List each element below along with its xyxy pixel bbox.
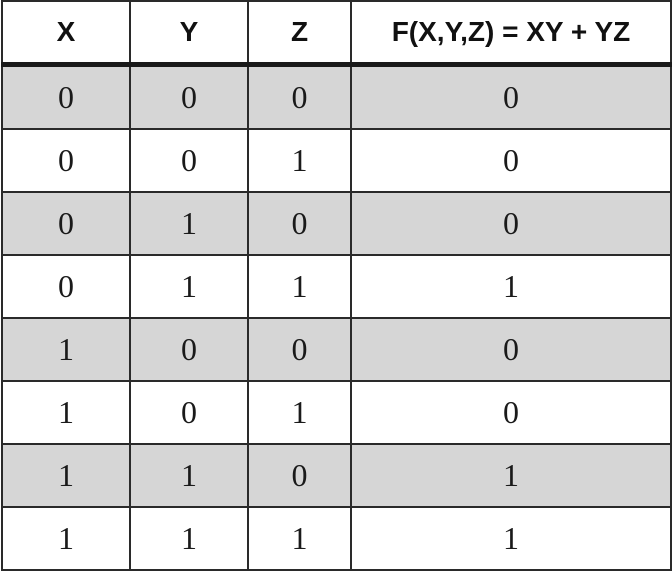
cell-x: 0 xyxy=(1,191,131,256)
cell-z: 0 xyxy=(247,191,352,256)
cell-f: 0 xyxy=(350,191,672,256)
cell-x: 0 xyxy=(1,128,131,193)
cell-f: 0 xyxy=(350,128,672,193)
cell-f: 1 xyxy=(350,254,672,319)
cell-z: 1 xyxy=(247,254,352,319)
cell-y: 1 xyxy=(129,506,249,571)
cell-x: 1 xyxy=(1,380,131,445)
cell-z: 1 xyxy=(247,128,352,193)
cell-f: 0 xyxy=(350,63,672,130)
cell-x: 1 xyxy=(1,443,131,508)
table-row: 0 0 1 0 xyxy=(1,128,672,193)
cell-x: 0 xyxy=(1,63,131,130)
header-function: F(X,Y,Z) = XY + YZ xyxy=(350,0,672,67)
cell-f: 1 xyxy=(350,506,672,571)
cell-y: 1 xyxy=(129,443,249,508)
cell-z: 1 xyxy=(247,506,352,571)
table-row: 0 1 0 0 xyxy=(1,191,672,256)
table-row: 1 1 0 1 xyxy=(1,443,672,508)
cell-y: 1 xyxy=(129,191,249,256)
cell-y: 0 xyxy=(129,128,249,193)
table-row: 0 0 0 0 xyxy=(1,63,672,130)
cell-y: 0 xyxy=(129,380,249,445)
table-row: 1 0 0 0 xyxy=(1,317,672,382)
cell-y: 1 xyxy=(129,254,249,319)
cell-z: 0 xyxy=(247,317,352,382)
table-body: 0 0 0 0 0 0 1 0 0 1 0 0 0 1 1 1 1 0 0 0 xyxy=(1,63,672,571)
cell-f: 0 xyxy=(350,317,672,382)
cell-f: 0 xyxy=(350,380,672,445)
cell-x: 1 xyxy=(1,506,131,571)
header-x: X xyxy=(1,0,131,67)
cell-y: 0 xyxy=(129,63,249,130)
cell-z: 0 xyxy=(247,63,352,130)
table-row: 1 0 1 0 xyxy=(1,380,672,445)
cell-z: 0 xyxy=(247,443,352,508)
header-y: Y xyxy=(129,0,249,67)
table-header: X Y Z F(X,Y,Z) = XY + YZ xyxy=(1,0,672,67)
header-row: X Y Z F(X,Y,Z) = XY + YZ xyxy=(1,0,672,67)
header-z: Z xyxy=(247,0,352,67)
table-row: 0 1 1 1 xyxy=(1,254,672,319)
cell-x: 0 xyxy=(1,254,131,319)
cell-y: 0 xyxy=(129,317,249,382)
cell-f: 1 xyxy=(350,443,672,508)
cell-z: 1 xyxy=(247,380,352,445)
cell-x: 1 xyxy=(1,317,131,382)
table-row: 1 1 1 1 xyxy=(1,506,672,571)
